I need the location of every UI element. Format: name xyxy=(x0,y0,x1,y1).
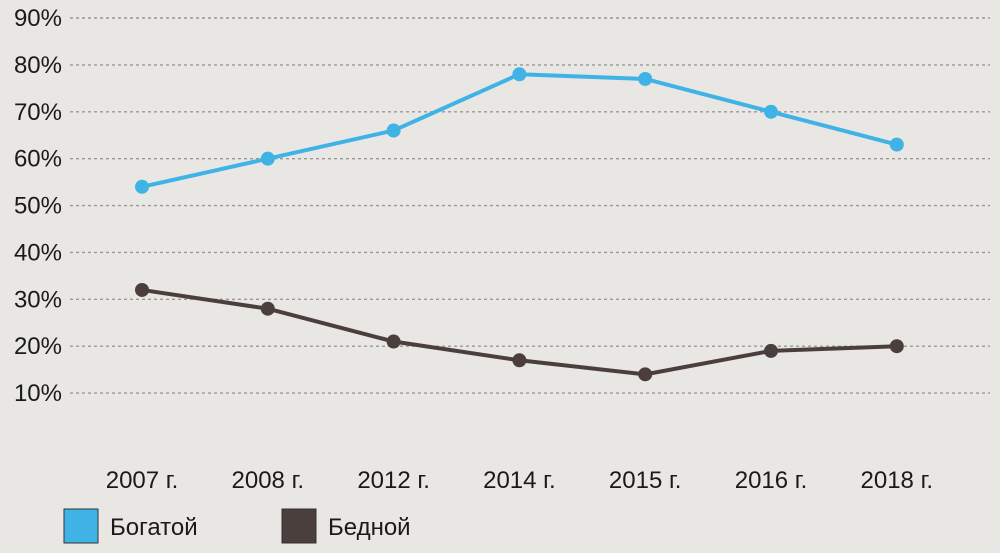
x-tick-label: 2016 г. xyxy=(735,467,808,494)
data-point xyxy=(764,343,778,358)
data-point xyxy=(512,67,527,82)
y-tick-label: 90% xyxy=(14,5,62,32)
data-point xyxy=(764,104,778,119)
y-axis-ticks: 10% 20% 30% 40% 50% 60% 70% 80% 90% xyxy=(14,5,62,407)
data-point xyxy=(386,334,401,349)
data-point xyxy=(386,123,401,138)
legend-label: Богатой xyxy=(110,514,198,541)
y-tick-label: 70% xyxy=(14,99,62,126)
data-point xyxy=(260,301,275,316)
data-point xyxy=(638,71,653,86)
y-tick-label: 30% xyxy=(14,286,62,313)
legend-swatch xyxy=(281,508,317,544)
data-point xyxy=(260,151,275,166)
data-point xyxy=(512,353,527,368)
x-tick-label: 2018 г. xyxy=(861,467,934,494)
x-tick-label: 2015 г. xyxy=(609,467,682,494)
y-tick-label: 20% xyxy=(14,333,62,360)
series-line-0 xyxy=(141,72,898,189)
data-point xyxy=(135,179,149,194)
legend-swatch xyxy=(63,508,99,544)
x-tick-label: 2008 г. xyxy=(232,467,305,494)
series-group xyxy=(135,67,904,382)
x-tick-label: 2012 г. xyxy=(357,467,430,494)
x-tick-label: 2007 г. xyxy=(106,467,179,494)
legend: Богатой Бедной xyxy=(63,508,411,544)
y-tick-label: 60% xyxy=(14,146,62,173)
data-point xyxy=(889,339,904,354)
y-tick-label: 50% xyxy=(14,193,62,220)
y-tick-label: 80% xyxy=(14,52,62,79)
x-tick-label: 2014 г. xyxy=(483,467,556,494)
data-point xyxy=(889,137,904,152)
x-axis-ticks: 2007 г. 2008 г. 2012 г. 2014 г. 2015 г. 2016 … xyxy=(106,467,933,494)
legend-label: Бедной xyxy=(328,514,411,541)
data-point xyxy=(135,282,149,297)
y-tick-label: 40% xyxy=(14,239,62,266)
y-tick-label: 10% xyxy=(14,380,62,407)
data-point xyxy=(638,367,653,382)
